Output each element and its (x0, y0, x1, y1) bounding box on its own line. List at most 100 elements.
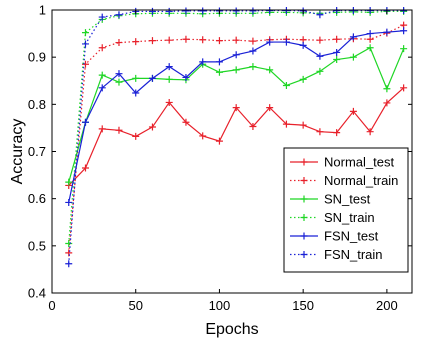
axis-ticks: 0 50 100 150 200 0.4 0.5 0.6 0.7 0.8 0.9 1 (28, 3, 412, 313)
data-point (81, 40, 89, 48)
data-point (400, 27, 408, 35)
data-point (81, 60, 89, 68)
y-tick-label: 0.9 (28, 50, 46, 65)
data-point (148, 7, 156, 15)
data-point (366, 44, 374, 52)
y-tick-label: 1 (39, 3, 46, 18)
legend-marker (300, 158, 308, 166)
data-point (65, 178, 73, 186)
data-point (333, 56, 341, 64)
data-point (249, 7, 257, 15)
data-point (316, 36, 324, 44)
data-point (266, 104, 274, 112)
data-point (349, 33, 357, 41)
data-point (148, 74, 156, 82)
legend-box (283, 147, 409, 273)
data-point (199, 36, 207, 44)
y-tick-label: 0.5 (28, 238, 46, 253)
data-point (349, 107, 357, 115)
data-point (165, 7, 173, 15)
data-point (366, 128, 374, 136)
data-point (98, 71, 106, 79)
y-tick-label: 0.7 (28, 144, 46, 159)
data-point (132, 38, 140, 46)
x-tick-label: 50 (128, 298, 142, 313)
data-point (249, 123, 257, 131)
data-point (199, 132, 207, 140)
legend-label: SN_test (324, 192, 371, 207)
series-line (68, 24, 404, 253)
data-point (132, 89, 140, 97)
data-point (215, 137, 223, 145)
data-point (366, 30, 374, 38)
series-fsn-test (65, 27, 408, 206)
legend-marker (300, 195, 308, 203)
x-tick-label: 0 (48, 298, 55, 313)
legend-marker (300, 251, 308, 258)
data-point (98, 84, 106, 92)
data-point (232, 51, 240, 59)
data-point (132, 74, 140, 82)
data-point (182, 73, 190, 81)
data-point (232, 104, 240, 112)
data-point (132, 132, 140, 140)
data-point (65, 249, 73, 257)
data-point (165, 98, 173, 106)
data-point (182, 7, 190, 15)
data-point (65, 239, 73, 247)
data-point (165, 63, 173, 71)
data-point (232, 7, 240, 15)
data-point (199, 7, 207, 15)
data-point (299, 41, 307, 49)
data-point (316, 11, 324, 19)
y-tick-label: 0.4 (28, 286, 46, 301)
data-point (266, 66, 274, 74)
legend-label: FSN_train (324, 247, 383, 262)
data-point (98, 44, 106, 52)
y-tick-label: 0.6 (28, 191, 46, 206)
data-point (249, 63, 257, 71)
data-point (383, 85, 391, 93)
legend-marker (300, 214, 308, 221)
data-point (282, 120, 290, 128)
data-point (282, 38, 290, 46)
data-point (249, 47, 257, 55)
legend-label: FSN_test (324, 229, 379, 244)
data-point (148, 37, 156, 45)
data-point (215, 58, 223, 66)
legend-label: Normal_test (324, 155, 394, 170)
data-point (333, 48, 341, 56)
data-point (98, 125, 106, 133)
data-point (165, 36, 173, 44)
data-point (299, 75, 307, 83)
data-point (182, 118, 190, 126)
data-point (232, 36, 240, 44)
data-point (81, 164, 89, 172)
data-point (81, 29, 89, 37)
x-tick-label: 200 (376, 298, 398, 313)
data-point (65, 198, 73, 206)
data-point (316, 67, 324, 75)
data-point (232, 66, 240, 74)
data-point (299, 121, 307, 129)
data-point (333, 129, 341, 137)
data-point (383, 99, 391, 107)
data-point (65, 260, 73, 268)
x-tick-label: 100 (209, 298, 231, 313)
data-point (182, 35, 190, 43)
data-point (215, 37, 223, 45)
legend-label: Normal_train (324, 173, 398, 188)
data-point (316, 128, 324, 136)
x-tick-label: 150 (292, 298, 314, 313)
data-point (115, 126, 123, 134)
data-point (333, 35, 341, 43)
data-point (199, 58, 207, 66)
data-point (81, 118, 89, 126)
data-point (115, 11, 123, 19)
data-point (148, 123, 156, 131)
data-point (115, 70, 123, 78)
y-axis-label: Accuracy (9, 119, 26, 185)
data-point (400, 45, 408, 53)
data-point (115, 78, 123, 86)
